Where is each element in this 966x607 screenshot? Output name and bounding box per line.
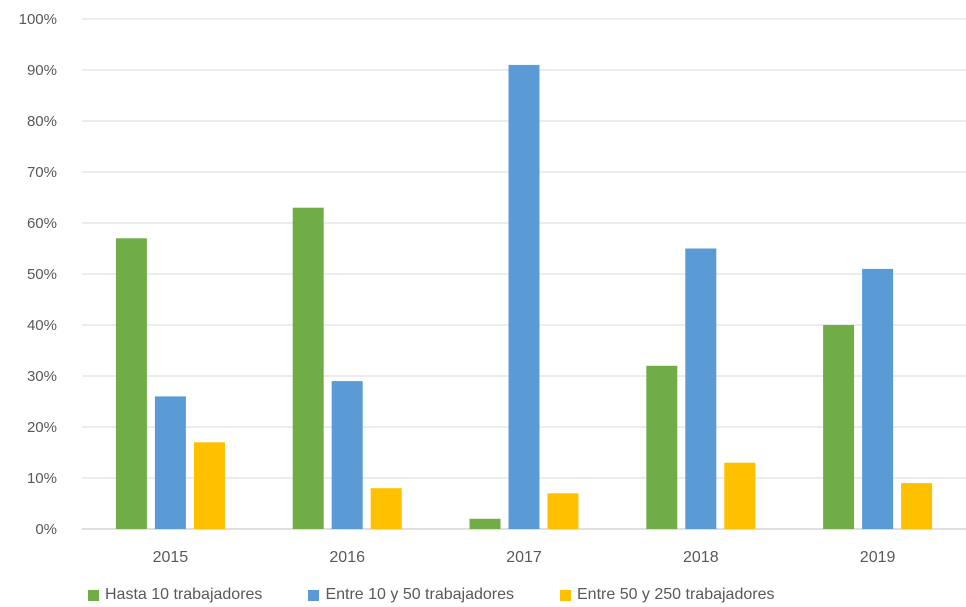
x-tick-label: 2019 <box>860 549 896 566</box>
bars <box>115 64 933 530</box>
y-tick-label: 80% <box>27 113 57 130</box>
y-tick-label: 10% <box>27 470 57 487</box>
legend-label: Hasta 10 trabajadores <box>105 586 263 603</box>
bar-2019-series-2 <box>901 483 933 529</box>
bar-2017-series-1 <box>508 64 540 530</box>
y-tick-label: 40% <box>27 317 57 334</box>
legend-swatch-green <box>88 589 99 601</box>
y-axis-ticks: 0% 10% 20% 30% 40% 50% 60% 70% 80% 90% 100% <box>19 11 57 538</box>
legend-swatch-blue <box>308 589 320 601</box>
y-tick-label: 30% <box>27 368 57 385</box>
bar-2016-series-0 <box>292 207 324 529</box>
x-tick-label: 2016 <box>329 549 365 566</box>
x-tick-label: 2018 <box>683 549 719 566</box>
legend: Hasta 10 trabajadores Entre 10 y 50 trab… <box>88 586 774 604</box>
bar-2015-series-1 <box>154 396 186 529</box>
legend-swatch-yellow <box>560 589 571 601</box>
legend-item-entre-50-250: Entre 50 y 250 trabajadores <box>560 586 774 604</box>
bar-2019-series-1 <box>862 268 894 529</box>
x-tick-label: 2017 <box>506 549 542 566</box>
bar-2016-series-2 <box>370 488 402 529</box>
bar-2018-series-1 <box>685 248 717 529</box>
bar-2018-series-0 <box>646 365 678 529</box>
y-tick-label: 20% <box>27 419 57 436</box>
bar-2015-series-2 <box>193 442 225 529</box>
bar-2015-series-0 <box>115 238 147 530</box>
x-tick-label: 2015 <box>153 549 189 566</box>
legend-item-hasta-10: Hasta 10 trabajadores <box>88 586 262 604</box>
bar-2016-series-1 <box>331 381 363 529</box>
bar-2017-series-0 <box>469 518 501 529</box>
y-tick-label: 50% <box>27 266 57 283</box>
bar-2018-series-2 <box>724 462 756 529</box>
bar-2019-series-0 <box>823 325 855 529</box>
y-tick-label: 100% <box>19 11 57 28</box>
x-axis-ticks: 2015 2016 2017 2018 2019 <box>153 549 896 566</box>
legend-label: Entre 50 y 250 trabajadores <box>577 586 775 603</box>
legend-item-entre-10-50: Entre 10 y 50 trabajadores <box>308 586 514 604</box>
legend-label: Entre 10 y 50 trabajadores <box>325 586 514 603</box>
y-tick-label: 0% <box>35 521 57 538</box>
bar-2017-series-2 <box>547 493 579 529</box>
y-tick-label: 70% <box>27 164 57 181</box>
y-tick-label: 60% <box>27 215 57 232</box>
y-tick-label: 90% <box>27 62 57 79</box>
